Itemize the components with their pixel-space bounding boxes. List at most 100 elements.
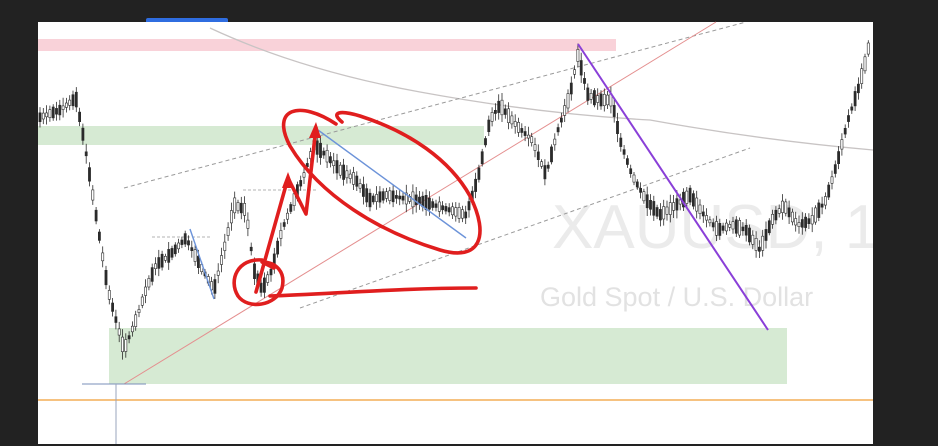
candle-body (507, 108, 511, 124)
candle-body (437, 201, 441, 212)
candle-body (451, 206, 454, 216)
candle-body (45, 112, 49, 118)
channel-upper-dashed (123, 21, 747, 189)
candle-body (830, 176, 834, 184)
watermark-description: Gold Spot / U.S. Dollar (540, 282, 813, 312)
candle-body (147, 278, 151, 288)
candle-body (71, 94, 75, 107)
candle-body (843, 128, 847, 135)
purple-descending-line (577, 43, 769, 331)
candle-body (371, 195, 375, 203)
large-red-ellipse (281, 108, 482, 255)
candle-body (51, 106, 55, 119)
candle-body (487, 119, 491, 132)
candle-body (114, 316, 118, 323)
candle-body (98, 231, 101, 241)
candle-body (190, 247, 194, 252)
candle-body (718, 223, 722, 236)
candle-body (754, 238, 758, 251)
candle-body (668, 202, 672, 215)
candle-body (658, 209, 662, 221)
candle-body (94, 209, 98, 222)
candle-body (490, 112, 494, 122)
candle-body (698, 204, 702, 214)
candle-body (510, 115, 514, 125)
candle-body (352, 172, 355, 185)
candle-body (536, 151, 540, 160)
candle-body (777, 208, 781, 214)
candle-body (662, 206, 666, 220)
candle-body (767, 220, 771, 234)
candle-body (563, 105, 567, 116)
candle-body (655, 207, 659, 217)
candle-body (711, 222, 715, 228)
candle-body (74, 91, 78, 108)
candle-body (576, 49, 580, 62)
candle-body (606, 94, 610, 106)
candle-body (751, 234, 755, 245)
candle-body (48, 109, 52, 118)
candle-body (104, 269, 108, 286)
candle-body (480, 151, 484, 165)
candle-body (807, 218, 811, 225)
candle-body (55, 108, 58, 115)
candle-body (728, 224, 732, 228)
candle-body (391, 190, 395, 203)
candle-body (385, 191, 388, 199)
candle-body (474, 178, 478, 192)
candle-body (833, 164, 837, 174)
candle-body (137, 309, 141, 313)
right-frame (873, 22, 938, 446)
candle-body (853, 91, 857, 107)
candle-body (160, 253, 164, 268)
candle-body (124, 339, 128, 352)
candle-body (731, 221, 735, 230)
candle-body (850, 106, 854, 111)
candle-body (401, 195, 405, 201)
candle-body (398, 195, 402, 200)
candle-body (319, 142, 322, 158)
candle-body (41, 112, 45, 120)
candle-body (523, 131, 527, 136)
candle-body (814, 207, 817, 223)
candle-body (847, 115, 850, 122)
candle-body (368, 192, 372, 208)
demand-zone (109, 328, 787, 384)
candle-body (556, 127, 560, 133)
candle-body (183, 233, 187, 245)
candle-body (526, 134, 530, 139)
candle-body (434, 203, 438, 208)
supply-zone (38, 39, 616, 51)
candle-body (550, 146, 553, 163)
candle-body (404, 192, 408, 205)
candle-body (431, 201, 435, 208)
candle-body (332, 160, 336, 167)
candle-body (484, 138, 487, 146)
candle-body (748, 227, 751, 243)
candle-body (338, 164, 342, 176)
candle-body (583, 78, 586, 84)
candle-body (107, 290, 111, 300)
candle-body (794, 218, 798, 226)
candle-body (286, 212, 289, 220)
candle-body (223, 241, 227, 251)
candle-body (226, 227, 230, 236)
resistance-band (38, 126, 484, 145)
candle-body (619, 137, 623, 147)
chart-pane[interactable]: XAUUSD, 1 Gold Spot / U.S. Dollar (38, 21, 879, 444)
candle-body (173, 244, 177, 255)
candle-body (800, 219, 804, 228)
candle-body (744, 225, 748, 236)
candle-body (810, 215, 814, 225)
candle-body (540, 161, 544, 167)
candle-body (635, 181, 639, 188)
candle-body (863, 56, 867, 72)
candle-body (837, 151, 841, 164)
candle-body (68, 99, 72, 106)
candle-body (154, 263, 157, 269)
candle-body (282, 222, 286, 227)
candle-body (213, 279, 217, 294)
candle-body (701, 211, 705, 217)
candle-body (639, 188, 643, 193)
candle-body (691, 193, 695, 207)
